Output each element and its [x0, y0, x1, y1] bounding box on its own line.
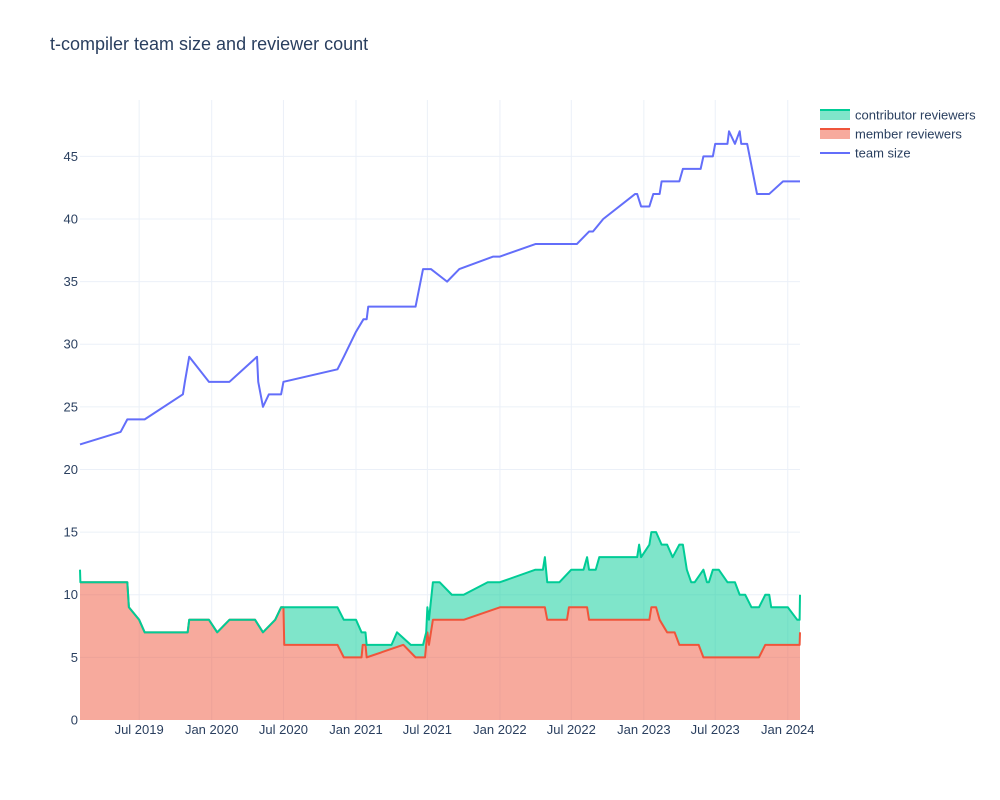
team-size-line [79, 130, 800, 446]
legend-label: contributor reviewers [855, 108, 976, 123]
legend-item[interactable]: contributor reviewers [820, 108, 976, 123]
legend-item[interactable]: team size [820, 146, 911, 161]
x-tick-label: Jan 2023 [617, 722, 671, 737]
y-tick-label: 15 [64, 525, 78, 540]
y-axis-ticks: 0 5 10 15 20 25 30 35 40 45 [64, 149, 78, 728]
x-tick-label: Jan 2021 [329, 722, 383, 737]
legend-swatch-fill [820, 110, 850, 120]
x-tick-label: Jan 2020 [185, 722, 239, 737]
contributor-reviewers-line [79, 531, 801, 646]
y-tick-label: 0 [71, 713, 78, 728]
y-tick-label: 30 [64, 337, 78, 352]
x-tick-label: Jul 2023 [691, 722, 740, 737]
contributor-reviewers-area [80, 532, 800, 658]
member-reviewers-area [80, 582, 800, 720]
legend[interactable]: contributor reviewers member reviewers tea… [820, 108, 976, 161]
y-tick-label: 35 [64, 274, 78, 289]
y-tick-label: 20 [64, 462, 78, 477]
x-tick-label: Jan 2022 [473, 722, 527, 737]
x-tick-label: Jul 2021 [403, 722, 452, 737]
y-tick-label: 5 [71, 650, 78, 665]
y-tick-label: 25 [64, 399, 78, 414]
legend-item[interactable]: member reviewers [820, 127, 962, 142]
chart-title: t-compiler team size and reviewer count [50, 34, 368, 54]
x-tick-label: Jul 2019 [115, 722, 164, 737]
y-tick-label: 45 [64, 149, 78, 164]
legend-label: member reviewers [855, 127, 962, 142]
legend-label: team size [855, 146, 911, 161]
y-tick-label: 10 [64, 587, 78, 602]
x-tick-label: Jul 2022 [547, 722, 596, 737]
x-tick-label: Jan 2024 [761, 722, 815, 737]
x-axis-ticks: Jul 2019 Jan 2020 Jul 2020 Jan 2021 Jul 2021… [115, 722, 815, 737]
x-tick-label: Jul 2020 [259, 722, 308, 737]
y-tick-label: 40 [64, 211, 78, 226]
line-layer [79, 130, 801, 659]
legend-swatch-fill [820, 129, 850, 139]
area-layer [80, 532, 800, 720]
